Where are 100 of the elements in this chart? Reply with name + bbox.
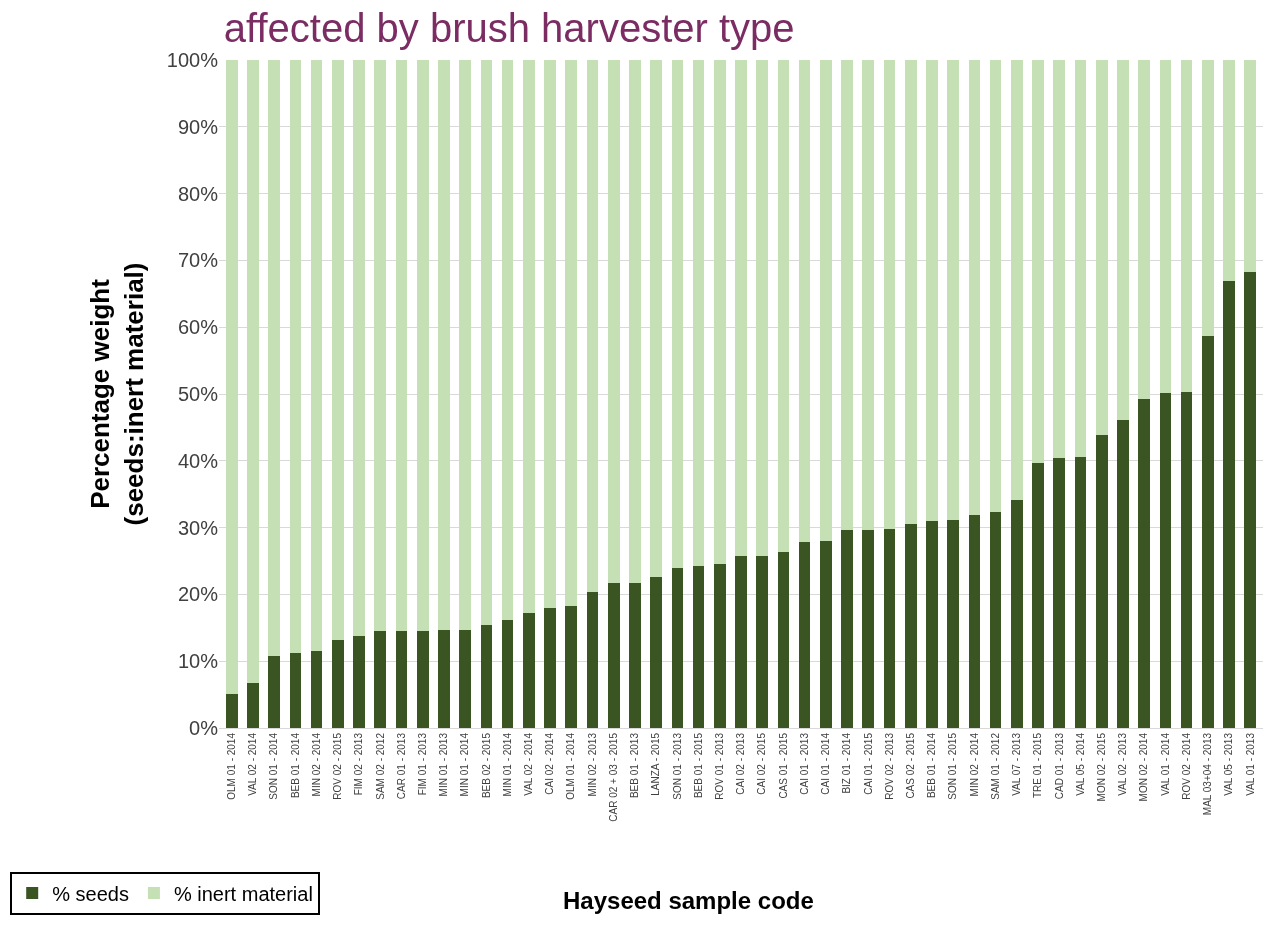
bar <box>607 583 620 728</box>
bar <box>438 60 450 630</box>
bar <box>1201 335 1214 728</box>
x-tick-label: TRE 01 - 2015 <box>1032 732 1044 799</box>
bar <box>1159 393 1172 728</box>
bar <box>416 631 429 728</box>
x-tick-label: CAI 02 - 2013 <box>735 732 747 795</box>
bar <box>629 60 641 584</box>
x-tick-label: CAS 02 - 2015 <box>905 732 917 799</box>
bar <box>586 60 599 593</box>
y-tick-label: 30% <box>177 516 219 539</box>
bar <box>459 60 471 630</box>
bar <box>629 583 641 728</box>
legend-label: % inert material <box>173 882 313 905</box>
bar <box>459 629 471 728</box>
bar <box>1095 435 1108 728</box>
bar <box>989 512 1002 728</box>
bar <box>926 60 938 521</box>
y-tick-label: 70% <box>177 249 219 272</box>
bar <box>1117 420 1129 728</box>
x-tick-label: MIN 01 - 2013 <box>438 732 450 797</box>
x-tick-label: ROV 01 - 2013 <box>714 732 726 800</box>
bar <box>735 60 747 556</box>
bar <box>904 60 917 525</box>
x-tick-label: CAI 02 - 2014 <box>544 732 556 795</box>
x-tick-label: ROV 02 - 2013 <box>883 732 895 800</box>
bar <box>1074 60 1087 457</box>
bar <box>480 625 493 728</box>
x-axis-title: Hayseed sample code <box>563 887 814 914</box>
x-tick-label: MIN 01 - 2014 <box>501 732 513 797</box>
bar <box>820 60 832 541</box>
bar <box>522 613 535 728</box>
x-tick-label: CAI 01 - 2015 <box>862 732 874 795</box>
bar <box>353 636 365 728</box>
bar <box>501 60 514 621</box>
bar <box>1032 60 1044 463</box>
bar <box>692 60 705 567</box>
x-tick-label: VAL 05 - 2013 <box>1223 732 1235 796</box>
bar <box>841 530 853 728</box>
bar <box>883 60 896 529</box>
bar <box>1244 60 1257 273</box>
chart-title: affected by brush harvester type <box>223 6 795 51</box>
x-tick-label: MIN 01 - 2014 <box>459 732 471 797</box>
x-tick-label: MON 02 - 2015 <box>1095 732 1107 802</box>
bar <box>841 60 853 531</box>
bar <box>565 60 578 606</box>
x-tick-label: VAL 05 - 2014 <box>1074 732 1086 796</box>
bar <box>331 640 344 728</box>
bar <box>374 631 387 728</box>
bar <box>692 566 705 728</box>
y-tick-label: 20% <box>177 583 219 606</box>
x-tick-label: MON 02 - 2014 <box>1138 732 1150 802</box>
x-tick-label: OLM 01 - 2014 <box>565 732 577 800</box>
bar <box>756 555 769 728</box>
bar <box>247 60 259 684</box>
x-tick-label: SAM 02 - 2012 <box>374 732 386 800</box>
bar <box>268 60 281 656</box>
bar <box>586 592 599 728</box>
bar <box>1095 60 1108 436</box>
x-tick-label: SON 01 - 2013 <box>671 732 683 800</box>
bar <box>544 60 556 609</box>
x-tick-label: BEB 01 - 2013 <box>629 732 641 799</box>
bar <box>247 683 259 728</box>
bar <box>1180 392 1193 728</box>
x-tick-label: CAI 02 - 2015 <box>756 732 768 795</box>
bar <box>289 653 302 728</box>
bar <box>1180 60 1193 392</box>
bar <box>353 60 365 637</box>
bar <box>310 60 323 652</box>
bar <box>1138 60 1151 399</box>
y-tick-label: 100% <box>166 49 219 71</box>
bar <box>1053 60 1066 459</box>
bar <box>395 60 408 632</box>
x-tick-label: CAR 01 - 2013 <box>395 732 407 800</box>
bar <box>947 519 960 728</box>
x-tick-label: CAI 01 - 2014 <box>820 732 832 795</box>
y-tick-label: 90% <box>177 115 219 138</box>
y-tick-label: 10% <box>177 650 219 673</box>
bar <box>1117 60 1129 421</box>
legend-label: % seeds <box>52 882 129 905</box>
bar <box>989 60 1002 513</box>
bar <box>501 620 514 728</box>
bar <box>926 520 938 728</box>
bar <box>480 60 493 626</box>
x-tick-label: FIM 02 - 2013 <box>353 732 365 796</box>
bar <box>713 563 726 728</box>
y-tick-label: 80% <box>177 182 219 205</box>
bar <box>947 60 960 520</box>
x-tick-label: VAL 02 - 2013 <box>1117 732 1129 796</box>
bar <box>968 514 981 728</box>
bar <box>671 568 684 728</box>
x-tick-label: BEB 01 - 2015 <box>692 732 704 799</box>
bar <box>1011 500 1023 728</box>
x-tick-label: VAL 01 - 2013 <box>1244 732 1256 796</box>
bar <box>756 60 769 556</box>
y-tick-label: 60% <box>177 316 219 339</box>
x-tick-label: BIZ 01 - 2014 <box>841 732 853 794</box>
x-tick-label: OLM 01 - 2014 <box>225 732 237 800</box>
bar <box>820 540 832 728</box>
x-tick-label: VAL 02 - 2014 <box>523 732 535 796</box>
